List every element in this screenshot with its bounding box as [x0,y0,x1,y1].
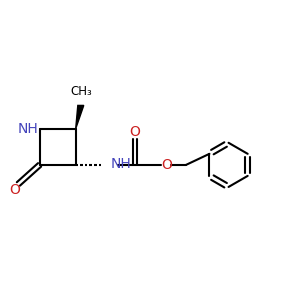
Text: CH₃: CH₃ [70,85,92,98]
Text: O: O [10,183,20,197]
Polygon shape [76,105,84,129]
Text: NH: NH [17,122,38,136]
Text: O: O [130,125,141,139]
Text: NH: NH [111,157,132,171]
Text: O: O [161,158,172,172]
